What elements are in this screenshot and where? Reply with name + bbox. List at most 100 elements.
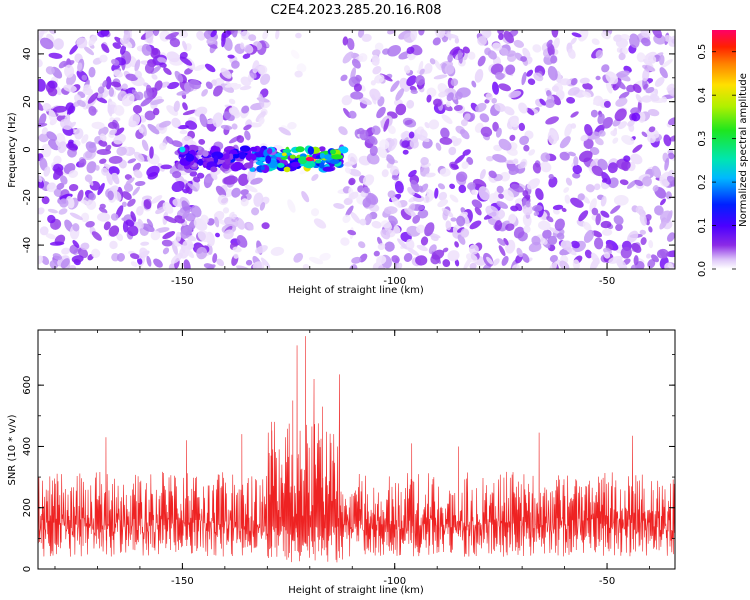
heatmap-noise-cell	[511, 264, 520, 269]
heatmap-noise-cell	[88, 192, 96, 201]
heatmap-noise-cell	[48, 52, 63, 59]
heatmap-noise-cell	[613, 194, 629, 206]
heatmap-x-tick-label: -150	[171, 276, 194, 287]
heatmap-noise-cell	[41, 143, 52, 158]
heatmap-noise-cell	[231, 123, 238, 130]
heatmap-noise-cell	[456, 87, 471, 98]
heatmap-noise-cell	[48, 109, 57, 125]
heatmap-noise-cell	[58, 208, 68, 215]
heatmap-noise-cell	[503, 238, 509, 246]
heatmap-noise-cell	[602, 117, 613, 129]
heatmap-noise-cell	[41, 196, 50, 205]
heatmap-noise-cell	[224, 82, 238, 88]
heatmap-ticks: -150 -100 -50 -40 -20 0 20 40	[22, 29, 675, 287]
heatmap-noise-cell	[211, 79, 217, 86]
heatmap-noise-cell	[97, 212, 111, 222]
heatmap-noise-cell	[613, 215, 624, 225]
heatmap-noise-cell	[615, 223, 623, 232]
heatmap-noise-cell	[492, 42, 503, 51]
heatmap-noise-cell	[39, 226, 49, 236]
heatmap-noise-cell	[105, 76, 112, 90]
heatmap-noise-cell	[406, 99, 415, 109]
heatmap-noise-cell	[420, 236, 429, 246]
heatmap-noise-cell	[153, 30, 160, 37]
heatmap-noise-cell	[39, 37, 54, 50]
heatmap-noise-cell	[359, 129, 369, 141]
heatmap-noise-cell	[521, 253, 530, 263]
heatmap-noise-cell	[87, 178, 94, 186]
heatmap-signal-cell	[249, 167, 256, 172]
heatmap-noise-cell	[497, 237, 506, 246]
heatmap-noise-cell	[85, 221, 95, 228]
heatmap-noise-cell	[244, 44, 254, 54]
heatmap-signal-peak	[315, 159, 322, 164]
heatmap-noise-cell	[582, 91, 592, 98]
heatmap-noise-cell	[86, 161, 97, 174]
heatmap-noise-cell	[313, 218, 327, 229]
heatmap-noise-cell	[593, 237, 604, 250]
heatmap-noise-cell	[454, 241, 459, 248]
heatmap-noise-cell	[508, 213, 517, 225]
heatmap-noise-cell	[66, 142, 79, 151]
heatmap-noise-cell	[632, 144, 643, 153]
heatmap-noise-cell	[447, 54, 453, 63]
heatmap-noise-cell	[100, 30, 110, 37]
heatmap-noise-cell	[419, 68, 425, 75]
heatmap-noise-cell	[573, 156, 579, 166]
heatmap-noise-cell	[651, 254, 659, 263]
heatmap-noise-cell	[627, 120, 635, 127]
heatmap-noise-cell	[490, 63, 504, 75]
heatmap-noise-cell	[563, 187, 570, 193]
heatmap-noise-cell	[407, 187, 415, 196]
heatmap-noise-cell	[520, 56, 527, 62]
heatmap-noise-cell	[420, 156, 429, 166]
heatmap-noise-cell	[477, 55, 486, 67]
heatmap-noise-cell	[38, 179, 45, 189]
heatmap-noise-cell	[640, 30, 652, 38]
heatmap-noise-cell	[98, 139, 108, 147]
heatmap-noise-cell	[429, 58, 436, 65]
heatmap-noise-cell	[532, 204, 543, 212]
colorbar-tick-label: 0.1	[697, 218, 708, 234]
heatmap-noise-cell	[53, 168, 63, 180]
heatmap-noise-cell	[175, 231, 182, 242]
heatmap-noise-cell	[217, 194, 229, 206]
heatmap-noise-cell	[262, 30, 269, 40]
heatmap-noise-cell	[345, 205, 354, 217]
heatmap-noise-cell	[214, 216, 220, 228]
heatmap-noise-cell	[659, 67, 668, 79]
heatmap-noise-cell	[572, 164, 583, 175]
heatmap-noise-cell	[570, 240, 580, 249]
heatmap-noise-cell	[474, 68, 484, 83]
heatmap-noise-cell	[146, 255, 152, 267]
heatmap-noise-cell	[212, 112, 224, 128]
heatmap-signal-peak	[289, 154, 296, 159]
heatmap-noise-cell	[607, 162, 618, 174]
heatmap-noise-cell	[548, 176, 558, 188]
heatmap-noise-cell	[170, 252, 184, 264]
heatmap-noise-cell	[220, 83, 235, 93]
heatmap-noise-cell	[456, 215, 466, 227]
heatmap-noise-cell	[628, 33, 640, 49]
heatmap-noise-cell	[567, 48, 576, 59]
heatmap-noise-cell	[509, 134, 516, 142]
heatmap-noise-cell	[250, 177, 263, 185]
heatmap-noise-cell	[471, 189, 478, 195]
heatmap-noise-cell	[155, 227, 170, 233]
heatmap-noise-cell	[174, 70, 184, 83]
heatmap-noise-cell	[68, 183, 79, 192]
heatmap-noise-cell	[479, 113, 490, 123]
heatmap-noise-cell	[639, 229, 646, 235]
heatmap-signal-cell	[290, 161, 301, 168]
heatmap-noise-cell	[235, 217, 246, 230]
heatmap-noise-cell	[556, 232, 565, 240]
heatmap-noise-cell	[76, 37, 88, 49]
heatmap-noise-cell	[255, 111, 266, 123]
heatmap-noise-cell	[270, 246, 285, 256]
heatmap-noise-cell	[171, 140, 183, 148]
heatmap-noise-cell	[488, 170, 497, 179]
heatmap-noise-cell	[342, 36, 349, 46]
heatmap-signal-cell	[324, 154, 331, 160]
heatmap-noise-cell	[216, 258, 225, 267]
heatmap-noise-cell	[134, 180, 146, 187]
